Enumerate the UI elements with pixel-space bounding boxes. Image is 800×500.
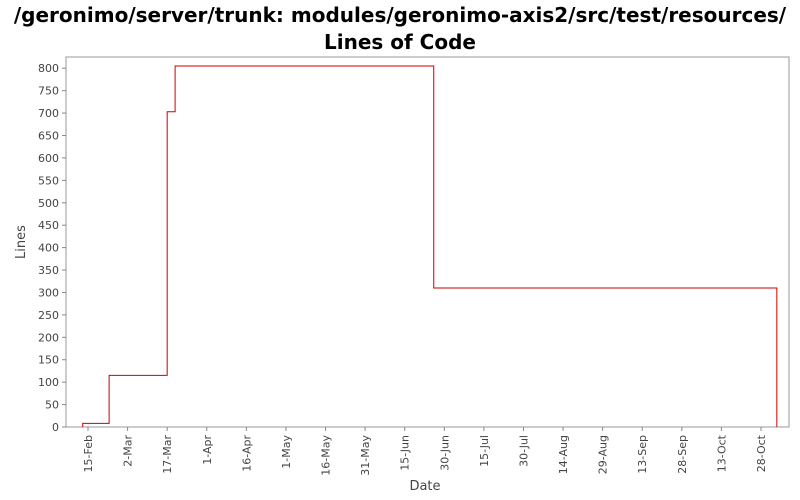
y-tick-label: 550 [38, 174, 59, 187]
y-axis-label: Lines [14, 225, 29, 259]
y-tick-label: 450 [38, 219, 59, 232]
series-group [82, 65, 778, 428]
x-tick-label: 30-Jul [517, 435, 530, 467]
y-tick-label: 50 [45, 399, 59, 412]
y-tick-label: 350 [38, 264, 59, 277]
y-tick-label: 600 [38, 152, 59, 165]
x-tick-label: 31-May [359, 435, 372, 476]
y-tick-label: 100 [38, 376, 59, 389]
y-tick-label: 700 [38, 107, 59, 120]
y-tick-label: 200 [38, 331, 59, 344]
x-tick-label: 14-Aug [557, 435, 570, 474]
x-tick-label: 16-Apr [240, 435, 253, 472]
y-tick-label: 0 [52, 421, 59, 434]
y-tick-label: 150 [38, 354, 59, 367]
series-line [82, 65, 778, 427]
y-tick-label: 400 [38, 242, 59, 255]
x-tick-label: 13-Oct [715, 434, 728, 472]
x-tick-label: 13-Sep [636, 435, 649, 474]
x-tick-label: 15-Feb [82, 435, 95, 472]
x-tick-label: 17-Mar [161, 435, 174, 474]
x-tick-label: 16-May [320, 435, 333, 476]
y-axis: 0 50 100 150 200 250 300 350 400 450 500 550 600 650 7… [38, 62, 66, 434]
y-tick-label: 300 [38, 286, 59, 299]
x-tick-label: 2-Mar [122, 435, 135, 467]
x-axis: 15-Feb 2-Mar 17-Mar 1-Apr 16-Apr 1-May 16-May 3… [82, 427, 768, 476]
x-axis-label: Date [409, 479, 440, 494]
x-tick-label: 15-Jun [399, 435, 412, 471]
x-tick-label: 1-Apr [201, 435, 214, 465]
chart-title: /geronimo/server/trunk: modules/geronimo… [13, 3, 787, 54]
y-tick-label: 800 [38, 62, 59, 75]
y-tick-label: 250 [38, 309, 59, 322]
x-tick-label: 15-Jul [478, 435, 491, 467]
x-tick-label: 28-Oct [755, 434, 768, 472]
y-tick-label: 650 [38, 129, 59, 142]
y-tick-label: 500 [38, 197, 59, 210]
x-tick-label: 29-Aug [597, 435, 610, 474]
x-tick-label: 28-Sep [676, 435, 689, 474]
x-tick-label: 1-May [280, 435, 293, 469]
y-tick-label: 750 [38, 85, 59, 98]
x-tick-label: 30-Jun [438, 435, 451, 471]
plot-area [65, 56, 790, 428]
